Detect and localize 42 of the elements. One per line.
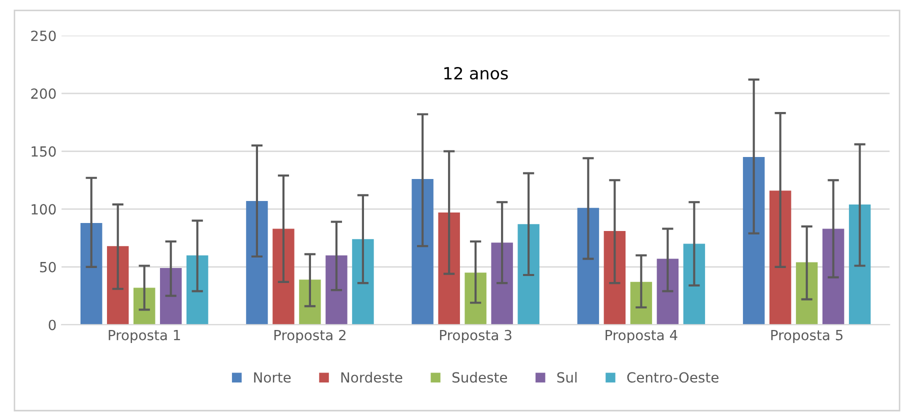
bar [186,255,208,325]
x-tick-label: Proposta 4 [606,330,678,344]
legend-label: Centro-Oeste [627,372,718,383]
x-tick-label: Proposta 5 [771,330,842,344]
legend-label: Nordeste [341,372,402,383]
bar [518,224,540,325]
x-tick-label: Proposta 3 [440,330,512,344]
bar [848,204,871,325]
y-tick-label: 250 [31,30,56,42]
bar [160,268,182,325]
bar [577,208,600,325]
bar [246,200,268,325]
bar [133,288,156,325]
bar [299,280,321,325]
bar [106,246,129,325]
bar [630,282,652,325]
y-tick-label: 100 [32,204,56,215]
bar [683,244,706,325]
bar [822,228,844,325]
legend-label: Norte [254,372,291,383]
bar [412,179,434,325]
y-tick-label: 0 [48,320,56,330]
bar [769,190,792,325]
y-tick-label: 200 [31,88,56,99]
bar [796,262,818,325]
bar [272,228,294,325]
bar [326,255,348,325]
bar [742,157,765,325]
bar [352,239,374,325]
y-tick-label: 150 [32,146,56,157]
bar [80,222,102,325]
legend-label: Sul [557,372,577,383]
bar [464,272,486,325]
text: 12 anos [444,66,508,80]
legend-label: Sudeste [452,372,508,383]
bar [656,258,679,325]
bar [604,231,626,325]
y-tick-label: 50 [40,262,56,272]
bar [438,212,460,325]
x-tick-label: Proposta 1 [108,330,180,344]
bar [491,242,513,325]
x-tick-label: Proposta 2 [274,330,346,344]
